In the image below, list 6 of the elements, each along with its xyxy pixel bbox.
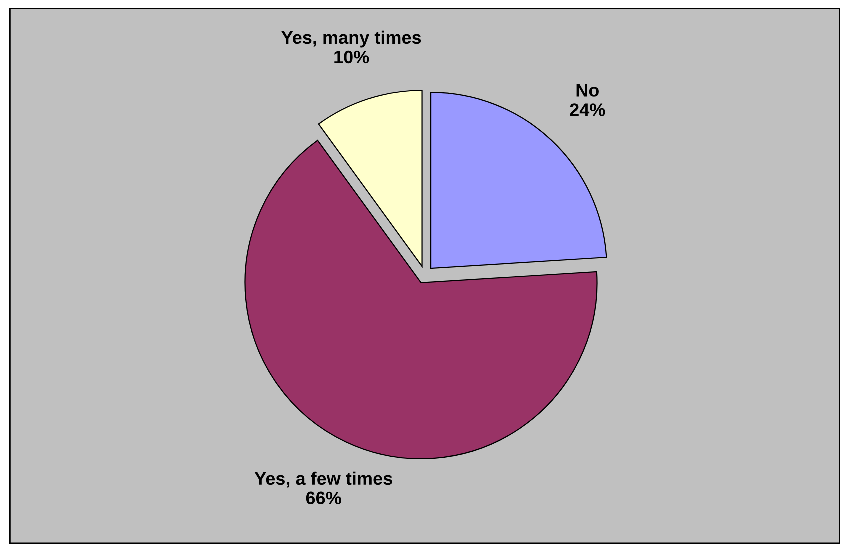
slice-label: Yes, many times (282, 30, 422, 48)
data-label: 10% (334, 50, 370, 64)
slice-label: Yes, a few times (254, 472, 392, 488)
slice-label: No (576, 84, 599, 97)
data-label: 24% (570, 104, 606, 116)
data-label: 66% (306, 492, 342, 505)
